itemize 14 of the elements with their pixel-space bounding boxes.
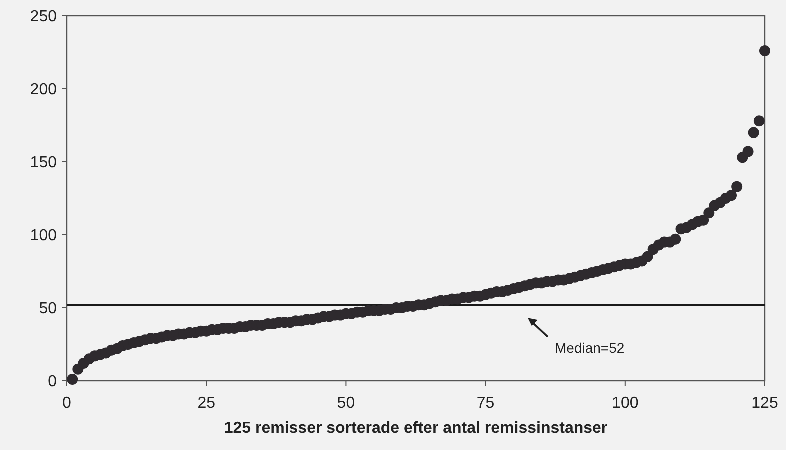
- y-tick-label: 100: [30, 228, 58, 245]
- x-axis-title: 125 remisser sorterade efter antal remissinstanser: [224, 420, 608, 437]
- x-tick-label: 0: [62, 395, 72, 412]
- x-tick-label: 125: [752, 395, 778, 412]
- x-tick-label: 75: [476, 395, 495, 412]
- y-tick-label: 0: [48, 374, 58, 391]
- x-tick-label: 25: [198, 395, 216, 412]
- y-tick-label: 250: [30, 8, 58, 26]
- x-tick-label: 100: [612, 395, 639, 412]
- y-tick-label: 200: [30, 82, 58, 99]
- y-tick-label: 150: [30, 154, 58, 172]
- ref-line-label: Median=52: [555, 340, 625, 356]
- y-tick-label: 50: [39, 300, 58, 318]
- x-tick-label: 50: [337, 395, 356, 412]
